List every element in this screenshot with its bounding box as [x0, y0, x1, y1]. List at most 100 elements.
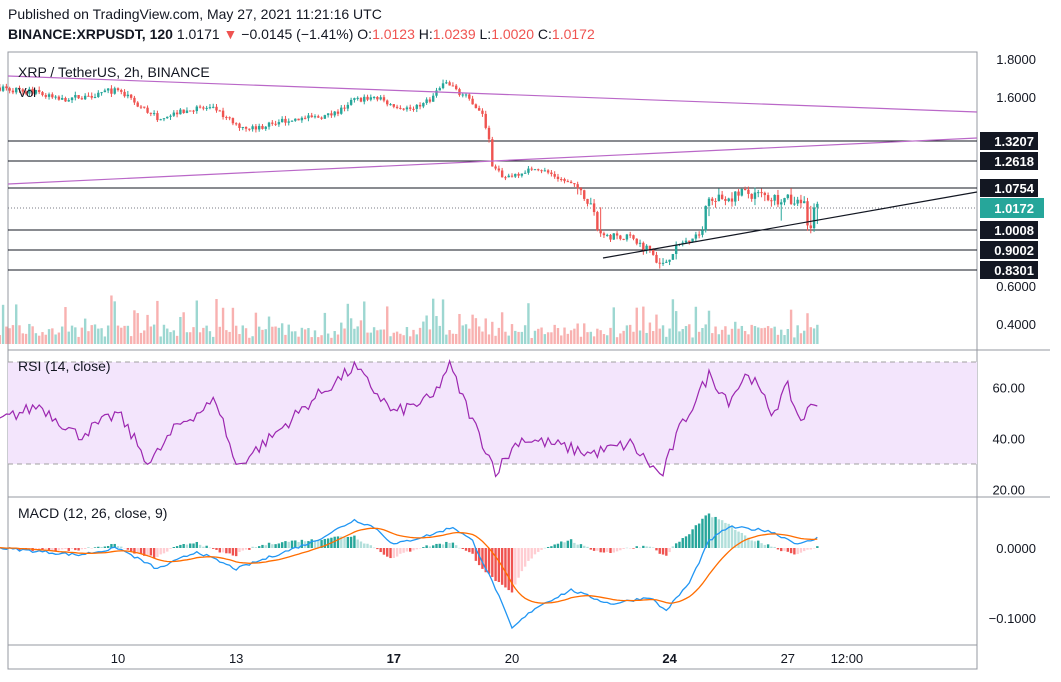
candle-body	[208, 107, 212, 109]
candle-body	[139, 106, 143, 108]
candle-body	[64, 98, 67, 102]
candle-body	[727, 198, 730, 201]
macd-histogram-bar	[566, 540, 570, 548]
main-pane-title: XRP / TetherUS, 2h, BINANCE	[18, 64, 210, 80]
volume-bar	[24, 333, 28, 344]
volume-bar	[648, 322, 652, 344]
macd-histogram-bar	[468, 548, 471, 553]
volume-bar	[599, 330, 602, 344]
volume-bar	[799, 333, 803, 344]
macd-histogram-bar	[793, 548, 796, 555]
candle-body	[264, 126, 267, 129]
macd-histogram-bar	[596, 548, 599, 551]
axes: 1.8000 1.6000 0.6000 0.4000 1.3207 1.2618 1.07…	[111, 52, 1044, 666]
symbol-label[interactable]: BINANCE:XRPUSDT, 120	[8, 26, 173, 42]
volume-bar	[106, 325, 110, 344]
macd-histogram-bar	[615, 548, 619, 552]
volume-bar	[612, 307, 615, 344]
volume-bar	[727, 334, 730, 344]
volume-bar	[606, 335, 609, 344]
macd-histogram-bar	[156, 548, 159, 557]
candle-body	[395, 106, 399, 108]
candle-body	[606, 234, 609, 236]
volume-bar	[5, 326, 8, 344]
volume-bar	[701, 327, 704, 344]
candle-body	[34, 90, 38, 94]
candle-body	[684, 240, 688, 243]
volume-bar	[363, 301, 366, 344]
macd-histogram-bar	[264, 545, 267, 548]
volume-bar	[244, 328, 248, 344]
macd-histogram-bar	[632, 548, 635, 549]
candle-body	[793, 203, 796, 205]
volume-bar	[317, 337, 320, 344]
open-value: 1.0123	[372, 26, 415, 42]
macd-histogram-bar	[599, 548, 602, 553]
candle-body	[803, 201, 806, 204]
macd-histogram-bar	[303, 541, 307, 548]
time-tick-label: 20	[505, 651, 519, 666]
level-tag	[980, 179, 1038, 197]
macd-histogram-bar	[208, 547, 212, 549]
rsi-tick-label: 60.00	[992, 381, 1025, 396]
volume-bar	[422, 321, 425, 344]
macd-histogram-bar	[638, 547, 642, 549]
candle-body	[307, 115, 310, 119]
macd-histogram-bar	[629, 548, 632, 549]
candle-body	[343, 107, 346, 109]
candle-body	[730, 198, 734, 202]
volume-bar	[543, 334, 547, 344]
volume-bar	[816, 324, 819, 344]
macd-histogram-bar	[60, 548, 64, 550]
volume-bar	[310, 337, 313, 344]
volume-bar	[77, 336, 80, 344]
macd-histogram-bar	[287, 541, 290, 548]
symbol-ohlc-line: BINANCE:XRPUSDT, 120 1.0171 ▼ −0.0145 (−…	[8, 26, 595, 42]
candle-body	[625, 234, 629, 240]
candle-body	[159, 119, 162, 121]
macd-histogram-bar	[116, 546, 120, 548]
macd-histogram-bar	[432, 545, 435, 548]
candle-body	[175, 112, 179, 115]
candle-body	[589, 203, 592, 205]
volume-bar	[438, 325, 441, 344]
candle-body	[635, 238, 638, 244]
candle-body	[90, 95, 93, 98]
level-tag	[980, 132, 1038, 150]
volume-bar	[238, 334, 241, 344]
candle-body	[553, 174, 556, 177]
macd-histogram-bar	[418, 548, 422, 549]
candle-body	[1, 86, 5, 91]
candle-body	[494, 166, 497, 169]
macd-histogram-bar	[363, 543, 366, 548]
volume-bar	[274, 326, 277, 344]
macd-histogram-bar	[704, 515, 707, 548]
candle-body	[622, 238, 625, 240]
volume-bar	[448, 330, 451, 344]
macd-histogram-bar	[658, 548, 661, 554]
candle-body	[464, 94, 468, 96]
support-trendline	[7, 137, 978, 185]
volume-bar	[622, 330, 625, 344]
macd-histogram-bar	[146, 548, 149, 556]
candle-body	[123, 91, 126, 97]
candle-body	[632, 235, 635, 239]
candle-body	[372, 97, 376, 99]
macd-histogram-bar	[753, 541, 757, 548]
candle-body	[510, 175, 514, 177]
macd-histogram-bar	[527, 548, 530, 561]
macd-histogram-bar	[248, 548, 251, 550]
high-label: H:	[418, 26, 433, 42]
candle-body	[655, 254, 658, 263]
candle-body	[747, 189, 750, 194]
volume-bar	[231, 307, 235, 344]
macd-histogram-bar	[267, 542, 271, 548]
candle-body	[789, 194, 793, 204]
volume-bar	[707, 310, 711, 344]
macd-histogram-bar	[175, 546, 179, 548]
volume-bar	[218, 326, 221, 344]
volume-bar	[780, 329, 783, 344]
rsi-band	[8, 362, 977, 464]
candle-body	[812, 207, 816, 229]
